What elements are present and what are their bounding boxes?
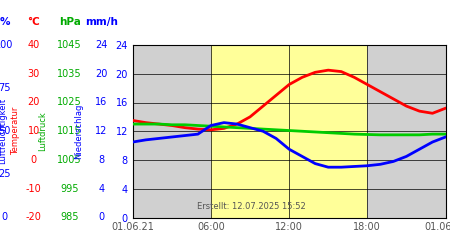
Text: 1015: 1015 xyxy=(58,126,82,136)
Text: hPa: hPa xyxy=(59,18,81,28)
Text: 1005: 1005 xyxy=(58,155,82,165)
Text: 0: 0 xyxy=(31,155,37,165)
Text: -10: -10 xyxy=(26,184,41,194)
Text: 1045: 1045 xyxy=(58,40,82,50)
Text: mm/h: mm/h xyxy=(85,18,118,28)
Text: 50: 50 xyxy=(0,126,11,136)
Text: 10: 10 xyxy=(27,126,40,136)
Text: Erstellt: 12.07.2025 15:52: Erstellt: 12.07.2025 15:52 xyxy=(197,202,306,210)
Text: Temperatur: Temperatur xyxy=(11,107,20,156)
Text: 20: 20 xyxy=(27,98,40,108)
Text: 12: 12 xyxy=(95,126,108,136)
Text: 25: 25 xyxy=(0,170,11,179)
Text: Niederschlag: Niederschlag xyxy=(74,104,83,159)
Text: 1025: 1025 xyxy=(58,98,82,108)
Text: 0: 0 xyxy=(98,212,104,222)
Text: %: % xyxy=(0,18,10,28)
Text: Luftfeuchtigkeit: Luftfeuchtigkeit xyxy=(0,98,7,164)
Text: 100: 100 xyxy=(0,40,14,50)
Text: 1035: 1035 xyxy=(58,69,82,79)
Text: -20: -20 xyxy=(26,212,42,222)
Text: 8: 8 xyxy=(98,155,104,165)
Text: 985: 985 xyxy=(60,212,79,222)
Text: 0: 0 xyxy=(1,212,8,222)
Bar xyxy=(211,45,367,218)
Text: 995: 995 xyxy=(60,184,79,194)
Text: °C: °C xyxy=(27,18,40,28)
Text: Luftdruck: Luftdruck xyxy=(38,112,47,151)
Text: 24: 24 xyxy=(95,40,108,50)
Text: 30: 30 xyxy=(27,69,40,79)
Text: 16: 16 xyxy=(95,98,108,108)
Text: 40: 40 xyxy=(27,40,40,50)
Text: 75: 75 xyxy=(0,83,11,93)
Text: 20: 20 xyxy=(95,69,108,79)
Text: 4: 4 xyxy=(98,184,104,194)
